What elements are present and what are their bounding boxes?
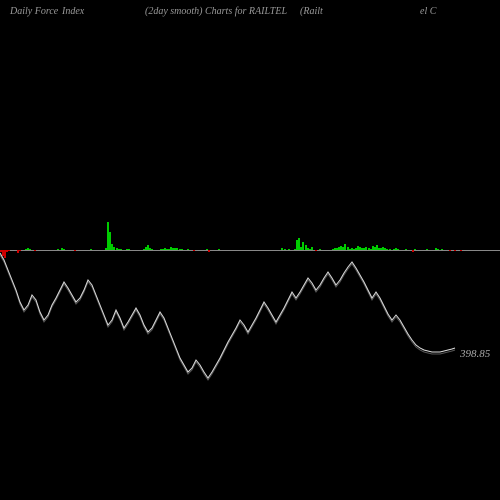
price-line-shadow	[0, 255, 455, 380]
chart-area: 398.85	[0, 20, 500, 500]
price-line-chart	[0, 20, 500, 500]
header-seg-1: Index	[62, 6, 84, 17]
header-seg-3: (Railt	[300, 6, 323, 17]
price-line-path	[0, 253, 455, 378]
header-seg-2: (2day smooth) Charts for RAILTEL	[145, 6, 287, 17]
price-last-label: 398.85	[460, 348, 490, 360]
header-seg-4: el C	[420, 6, 436, 17]
chart-header: Daily Force Index (2day smooth) Charts f…	[0, 6, 500, 20]
header-seg-0: Daily Force	[10, 6, 58, 17]
